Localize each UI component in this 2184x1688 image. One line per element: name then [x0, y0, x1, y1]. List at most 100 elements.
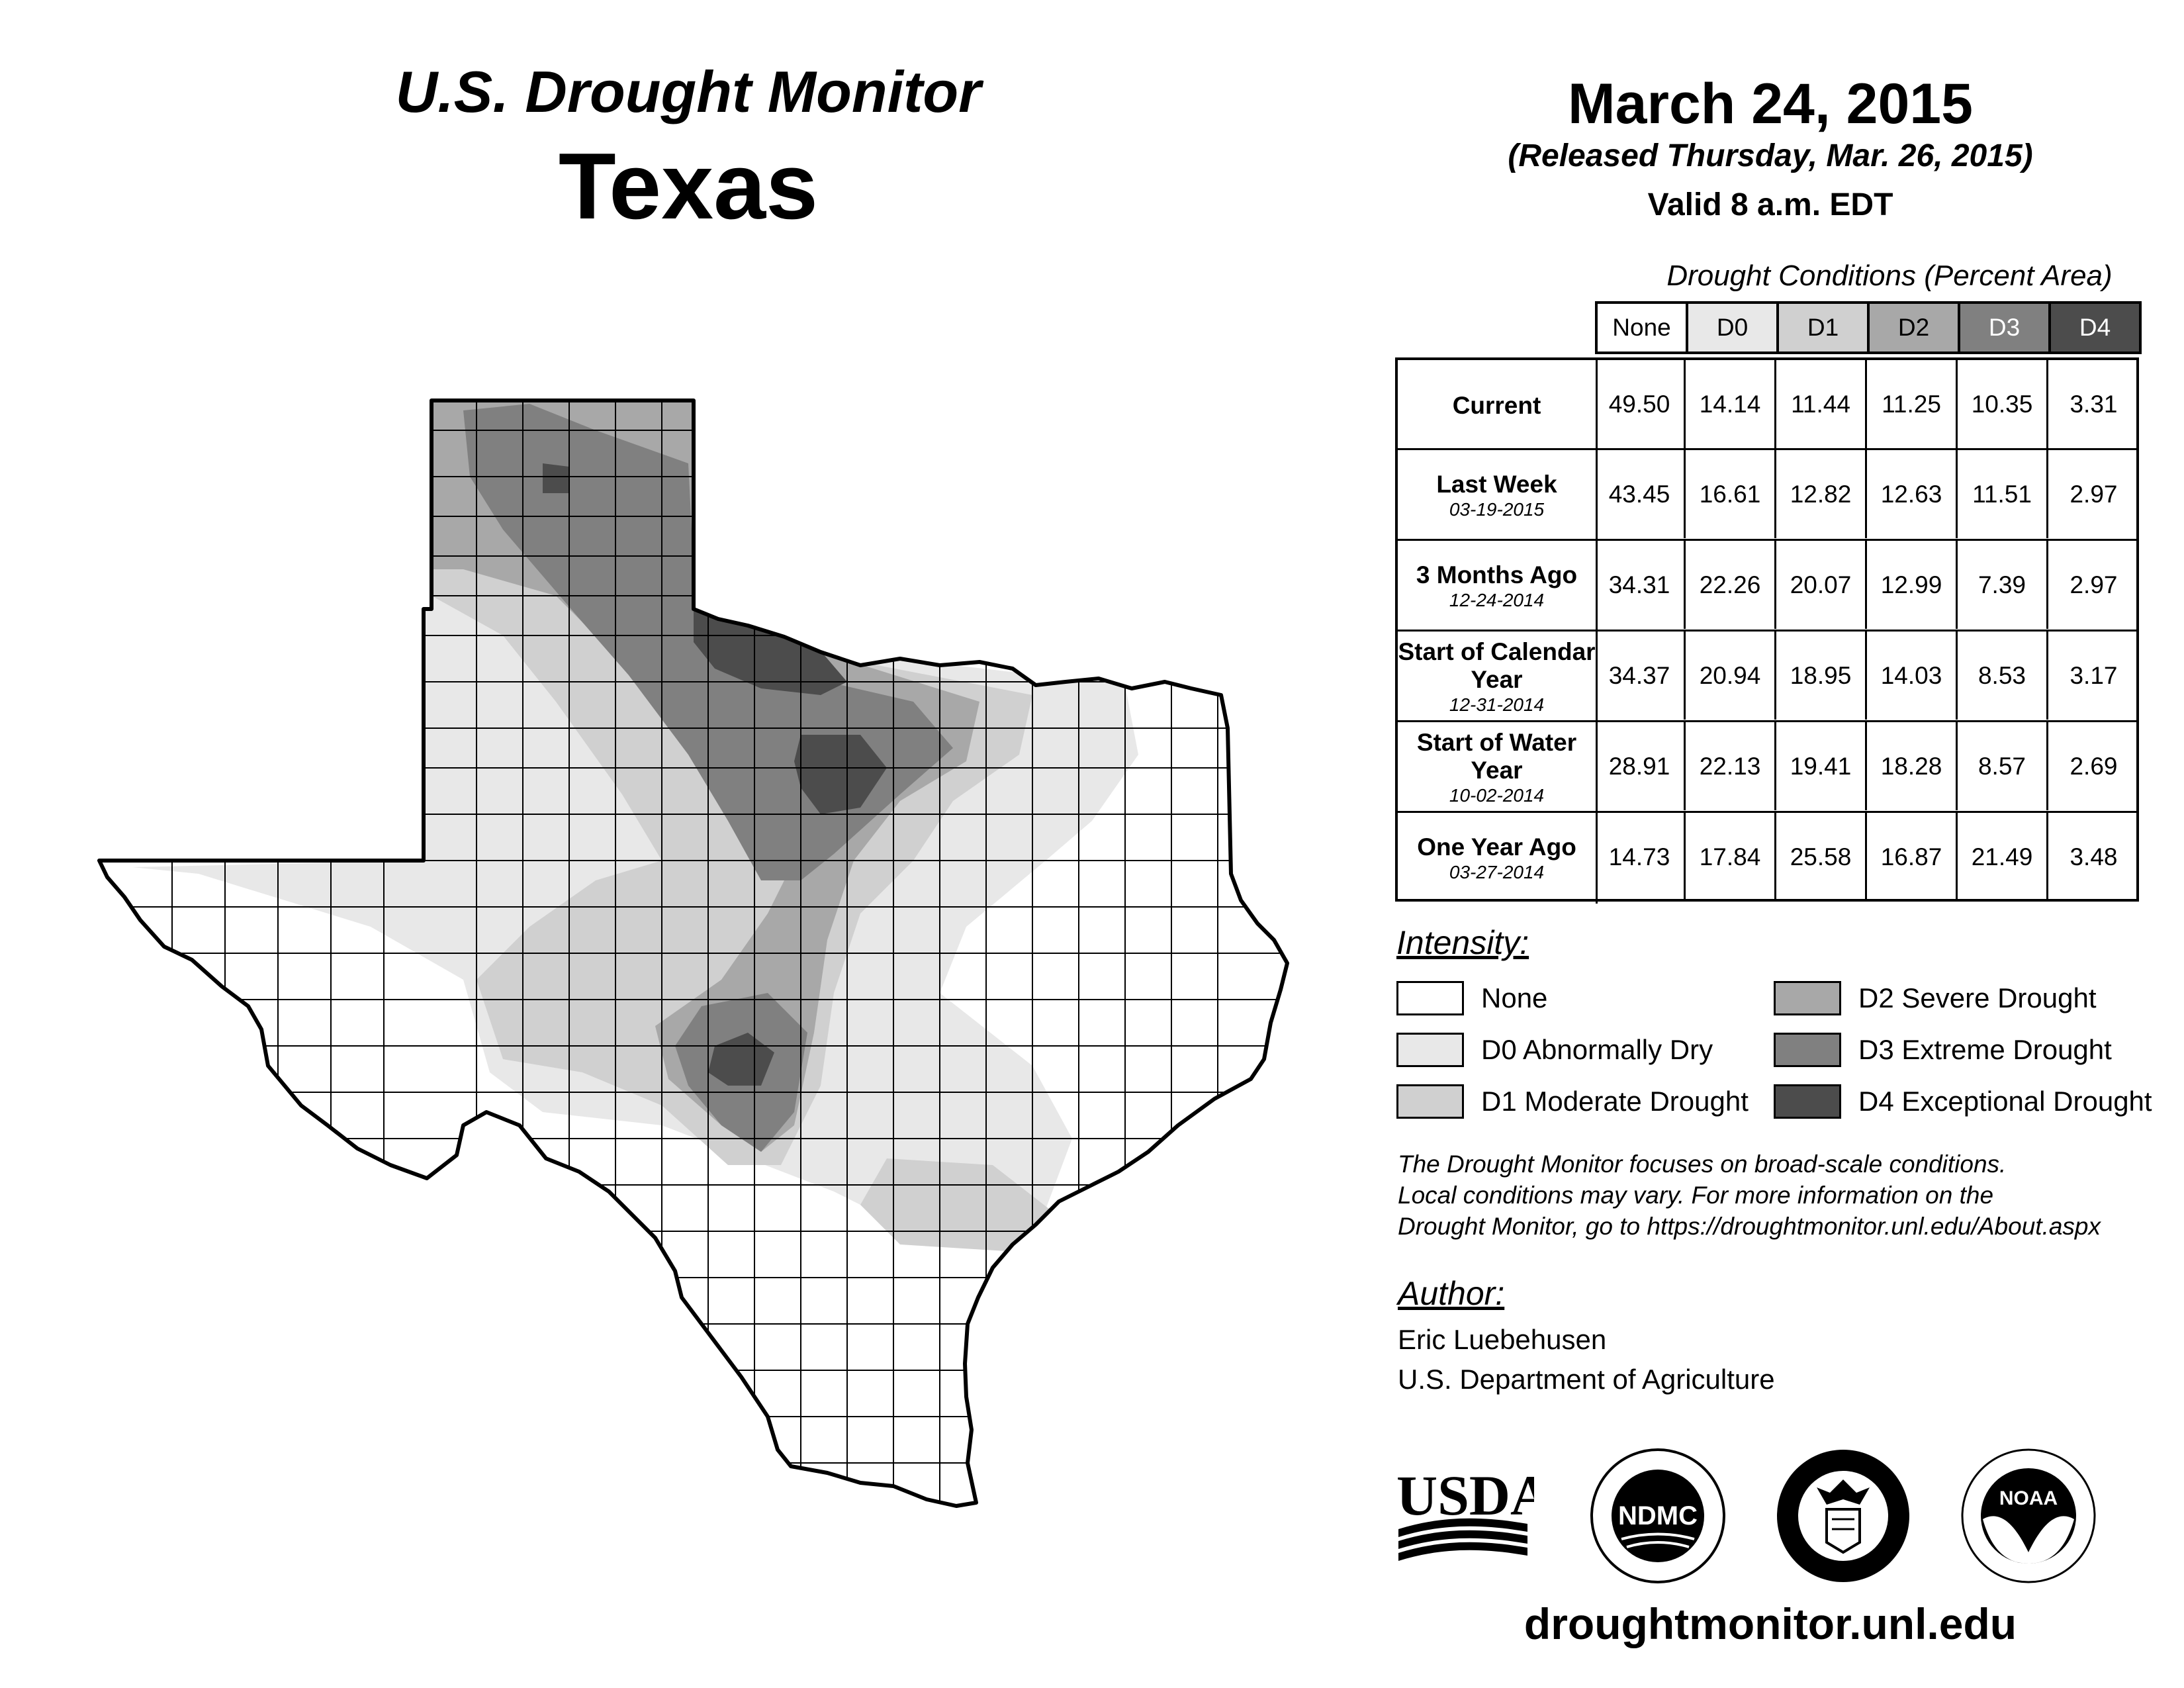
- usda-logo: USDA: [1396, 1464, 1534, 1561]
- legend-swatch-d4: [1774, 1084, 1841, 1119]
- noaa-logo-text: NOAA: [1999, 1487, 2058, 1509]
- disclaimer-line-2: Local conditions may vary. For more info…: [1398, 1182, 1994, 1209]
- legend-label-none: None: [1481, 982, 1548, 1013]
- disclaimer-line-3: Drought Monitor, go to https://droughtmo…: [1398, 1213, 2101, 1240]
- row-date: 10-02-2014: [1449, 784, 1545, 806]
- cell-d4: 2.69: [2070, 752, 2118, 780]
- author-organization: U.S. Department of Agriculture: [1398, 1364, 1775, 1395]
- cell-d3: 21.49: [1958, 813, 2048, 901]
- row-label: Current: [1452, 391, 1541, 419]
- cell-none: 34.37: [1595, 632, 1686, 720]
- texas-outline: [97, 399, 1289, 1508]
- cell-d0: 14.14: [1686, 360, 1776, 448]
- legend-swatch-none: [1396, 981, 1464, 1015]
- cell-none: 14.73: [1595, 813, 1686, 901]
- table-row: One Year Ago 03-27-2014 14.73 17.84 25.58 16.…: [1395, 811, 2139, 904]
- legend-label-d2: D2 Severe Drought: [1858, 982, 2097, 1013]
- ndmc-logo: NDMC: [1590, 1448, 1725, 1583]
- cell-d3: 11.51: [1958, 450, 2048, 538]
- cell-d2: 12.63: [1867, 450, 1958, 538]
- cell-d4: 3.48: [2070, 843, 2118, 870]
- ndmc-logo-text: NDMC: [1618, 1501, 1698, 1530]
- row-label: One Year Ago: [1417, 833, 1576, 861]
- cell-d3: 8.53: [1958, 632, 2048, 720]
- cell-d2: 16.87: [1867, 813, 1958, 901]
- row-label: 3 Months Ago: [1416, 561, 1578, 588]
- cell-d1: 25.58: [1776, 813, 1867, 901]
- department-of-commerce-seal: [1777, 1450, 1909, 1582]
- cell-d3: 10.35: [1958, 360, 2048, 448]
- legend-label-d4: D4 Exceptional Drought: [1858, 1086, 2152, 1117]
- valid-time: Valid 8 a.m. EDT: [1647, 187, 1893, 222]
- legend-swatch-d3: [1774, 1033, 1841, 1067]
- website-url: droughtmonitor.unl.edu: [1524, 1599, 2017, 1648]
- legend-label-d1: D1 Moderate Drought: [1481, 1086, 1749, 1117]
- legend-swatch-d0: [1396, 1033, 1464, 1067]
- legend-swatch-d1: [1396, 1084, 1464, 1119]
- cell-d2: 14.03: [1867, 632, 1958, 720]
- cell-none: 43.45: [1595, 450, 1686, 538]
- table-row: Current 49.50 14.14 11.44 11.25 10.35 3.31: [1395, 357, 2139, 451]
- cell-d3: 8.57: [1958, 722, 2048, 810]
- cell-none: 28.91: [1595, 722, 1686, 810]
- table-caption: Drought Conditions (Percent Area): [1666, 259, 2113, 292]
- cell-d2: 11.25: [1867, 360, 1958, 448]
- legend-label-d0: D0 Abnormally Dry: [1481, 1034, 1713, 1065]
- row-label: Last Week: [1436, 470, 1557, 498]
- column-header-d0: D0: [1686, 301, 1779, 354]
- legend-swatch-d2: [1774, 981, 1841, 1015]
- cell-d4: 2.97: [2070, 480, 2118, 508]
- column-header-none: None: [1595, 301, 1688, 354]
- cell-d1: 19.41: [1776, 722, 1867, 810]
- cell-d4: 3.17: [2070, 661, 2118, 689]
- map-date: March 24, 2015: [1568, 72, 1973, 136]
- legend-title: Intensity:: [1396, 924, 1529, 961]
- cell-d0: 17.84: [1686, 813, 1776, 901]
- author-heading: Author:: [1398, 1275, 1505, 1312]
- cell-d0: 22.26: [1686, 541, 1776, 629]
- release-date: (Released Thursday, Mar. 26, 2015): [1508, 138, 2033, 173]
- map-title: U.S. Drought Monitor: [395, 59, 981, 124]
- row-date: 03-27-2014: [1449, 861, 1545, 882]
- author-name: Eric Luebehusen: [1398, 1324, 1607, 1355]
- legend-label-d3: D3 Extreme Drought: [1858, 1034, 2112, 1065]
- cell-d1: 20.07: [1776, 541, 1867, 629]
- row-date: 03-19-2015: [1449, 498, 1545, 520]
- cell-d4: 3.31: [2070, 390, 2118, 418]
- noaa-logo: NOAA: [1961, 1448, 2096, 1583]
- cell-none: 34.31: [1595, 541, 1686, 629]
- row-label-cell: 3 Months Ago 12-24-2014: [1398, 541, 1598, 632]
- column-header-d1: D1: [1776, 301, 1870, 354]
- row-date: 12-31-2014: [1449, 694, 1545, 715]
- table-row: Start of Water Year 10-02-2014 28.91 22.13 1…: [1395, 720, 2139, 813]
- cell-d4: 2.97: [2070, 571, 2118, 598]
- cell-d0: 22.13: [1686, 722, 1776, 810]
- column-header-d2: D2: [1867, 301, 1960, 354]
- state-name: Texas: [558, 134, 819, 239]
- row-date: 12-24-2014: [1449, 589, 1545, 610]
- usda-logo-text: USDA: [1396, 1464, 1534, 1527]
- cell-d1: 11.44: [1776, 360, 1867, 448]
- column-header-d3: D3: [1958, 301, 2051, 354]
- column-header-d4: D4: [2048, 301, 2142, 354]
- row-label: Start of Calendar Year: [1398, 637, 1596, 693]
- row-label: Start of Water Year: [1416, 728, 1577, 784]
- disclaimer-text: The Drought Monitor focuses on broad-sca…: [1398, 1149, 2179, 1242]
- cell-d0: 20.94: [1686, 632, 1776, 720]
- intensity-legend: None D0 Abnormally Dry D1 Moderate Droug…: [1396, 981, 2177, 1140]
- cell-d0: 16.61: [1686, 450, 1776, 538]
- cell-d2: 12.99: [1867, 541, 1958, 629]
- cell-d1: 12.82: [1776, 450, 1867, 538]
- table-row: 3 Months Ago 12-24-2014 34.31 22.26 20.07 12.…: [1395, 539, 2139, 632]
- drought-conditions-table: None D0 D1 D2 D3 D4 Current 49.50 14.14 11.44 11.…: [1395, 301, 2142, 904]
- row-label-cell: One Year Ago 03-27-2014: [1398, 813, 1598, 904]
- texas-drought-map: [97, 399, 1289, 1508]
- cell-none: 49.50: [1595, 360, 1686, 448]
- row-label-cell: Current: [1398, 360, 1598, 451]
- row-label-cell: Start of Water Year 10-02-2014: [1398, 722, 1598, 813]
- row-label-cell: Last Week 03-19-2015: [1398, 450, 1598, 541]
- cell-d2: 18.28: [1867, 722, 1958, 810]
- disclaimer-line-1: The Drought Monitor focuses on broad-sca…: [1398, 1150, 2007, 1178]
- row-label-cell: Start of Calendar Year 12-31-2014: [1398, 632, 1598, 722]
- table-row: Start of Calendar Year 12-31-2014 34.37 20.…: [1395, 630, 2139, 722]
